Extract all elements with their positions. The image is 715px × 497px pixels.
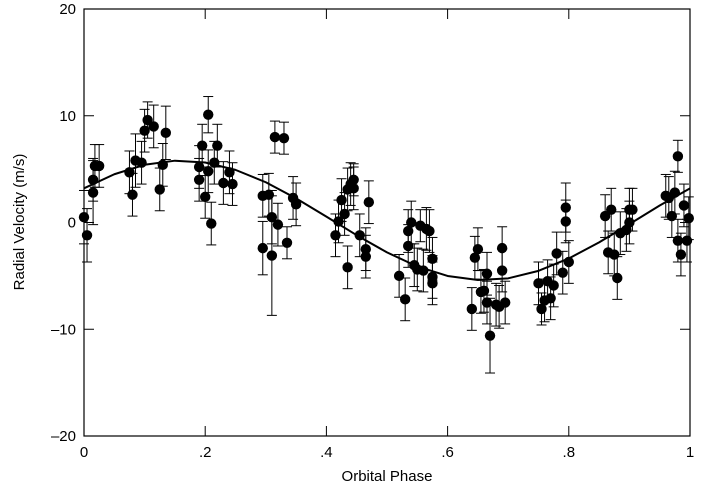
- data-point: [272, 219, 284, 230]
- data-point: [427, 278, 438, 289]
- data-point: [160, 127, 172, 139]
- data-point: [342, 262, 353, 273]
- y-tick-label: 20: [59, 1, 76, 18]
- data-point: [675, 249, 687, 260]
- data-point: [339, 208, 350, 220]
- data-point: [399, 294, 411, 305]
- data-point: [496, 265, 508, 276]
- data-point: [196, 140, 208, 151]
- data-point: [672, 235, 684, 246]
- data-point: [683, 213, 694, 224]
- data-point: [200, 191, 211, 203]
- data-point: [557, 267, 568, 278]
- data-point: [499, 297, 511, 308]
- data-point: [266, 250, 278, 261]
- data-point: [93, 160, 105, 172]
- data-point: [681, 235, 693, 246]
- data-point: [348, 183, 359, 194]
- data-point: [269, 131, 281, 143]
- data-point: [533, 278, 544, 289]
- x-tick-label: .8: [563, 444, 576, 461]
- data-point: [363, 197, 375, 208]
- x-tick-label: .4: [320, 444, 333, 461]
- x-axis-label: Orbital Phase: [342, 468, 433, 485]
- data-point: [218, 177, 229, 189]
- fit-curve: [83, 159, 691, 282]
- data-point: [484, 330, 496, 341]
- data-point: [560, 202, 571, 213]
- data-point: [139, 125, 150, 136]
- y-tick-label: –20: [51, 428, 76, 445]
- data-point: [257, 242, 268, 254]
- data-point: [78, 211, 90, 223]
- data-point: [627, 204, 638, 215]
- data-point: [551, 248, 562, 259]
- data-point: [281, 237, 293, 248]
- data-point: [127, 189, 138, 200]
- x-tick-label: .6: [441, 444, 454, 461]
- data-point: [290, 199, 302, 210]
- y-tick-label: –10: [51, 321, 76, 338]
- data-point: [227, 178, 238, 190]
- data-point: [212, 140, 223, 151]
- data-point: [330, 230, 341, 241]
- data-point: [672, 151, 684, 162]
- x-tick-label: 0: [80, 444, 88, 461]
- data-point: [148, 121, 159, 132]
- y-axis-label: Radial Velocity (m/s): [11, 154, 28, 291]
- data-point: [203, 109, 214, 120]
- data-point: [424, 225, 435, 237]
- data-point: [393, 270, 405, 282]
- data-point: [81, 230, 93, 241]
- data-point: [612, 272, 623, 284]
- data-point: [548, 280, 559, 291]
- data-point: [154, 184, 165, 195]
- x-tick-label: 1: [686, 444, 694, 461]
- data-point: [203, 166, 214, 177]
- data-point: [263, 189, 275, 200]
- data-point: [206, 218, 217, 229]
- data-point: [466, 303, 478, 315]
- data-point: [481, 268, 493, 279]
- data-point: [406, 217, 417, 228]
- data-point: [360, 251, 371, 262]
- data-point: [472, 243, 484, 255]
- data-point: [545, 293, 556, 304]
- data-point: [278, 132, 290, 144]
- data-point: [496, 242, 508, 254]
- plot-frame: [83, 8, 691, 437]
- data-point: [606, 204, 617, 215]
- x-tick-label: .2: [199, 444, 212, 461]
- y-tick-label: 10: [59, 108, 76, 125]
- data-point: [336, 194, 347, 206]
- data-point: [678, 200, 690, 211]
- data-point: [481, 297, 493, 308]
- data-point: [478, 285, 490, 297]
- y-tick-label: 0: [68, 215, 76, 232]
- data-point: [193, 174, 205, 185]
